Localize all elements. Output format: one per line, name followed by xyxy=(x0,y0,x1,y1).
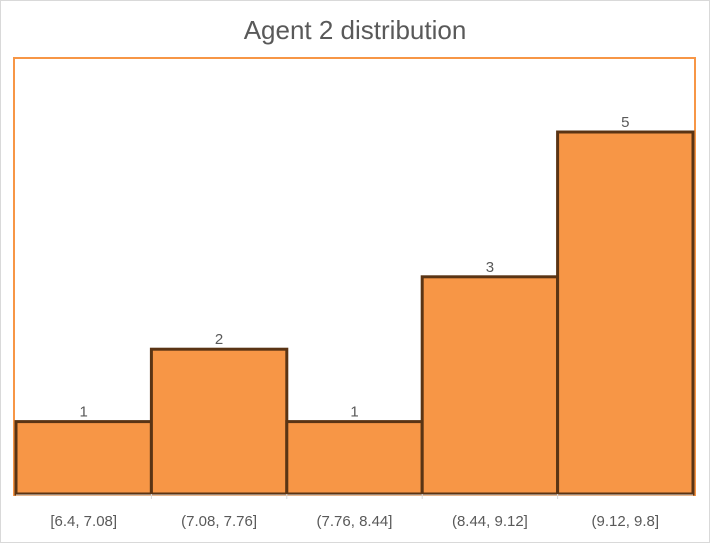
x-tick-label-2: (7.76, 8.44] xyxy=(317,513,393,530)
data-label-2: 1 xyxy=(350,404,358,421)
bars-group xyxy=(14,130,695,496)
data-labels-group: 1 2 1 3 5 xyxy=(80,114,630,421)
bar-1 xyxy=(149,347,289,496)
x-tick-label-1: (7.08, 7.76] xyxy=(181,513,257,530)
x-tick-label-4: (9.12, 9.8] xyxy=(592,513,660,530)
chart-title: Agent 2 distribution xyxy=(243,15,467,45)
data-label-0: 1 xyxy=(80,404,88,421)
x-tick-labels-group: [6.4, 7.08] (7.08, 7.76] (7.76, 8.44] (8.44… xyxy=(50,494,659,530)
data-label-1: 2 xyxy=(215,331,223,348)
data-label-4: 5 xyxy=(621,114,629,131)
x-tick-label-3: (8.44, 9.12] xyxy=(452,513,528,530)
data-label-3: 3 xyxy=(486,259,494,276)
bar-3 xyxy=(420,275,560,496)
bar-2 xyxy=(285,420,424,496)
bar-4 xyxy=(556,130,695,496)
bar-0 xyxy=(14,420,153,496)
x-tick-label-0: [6.4, 7.08] xyxy=(50,513,117,530)
